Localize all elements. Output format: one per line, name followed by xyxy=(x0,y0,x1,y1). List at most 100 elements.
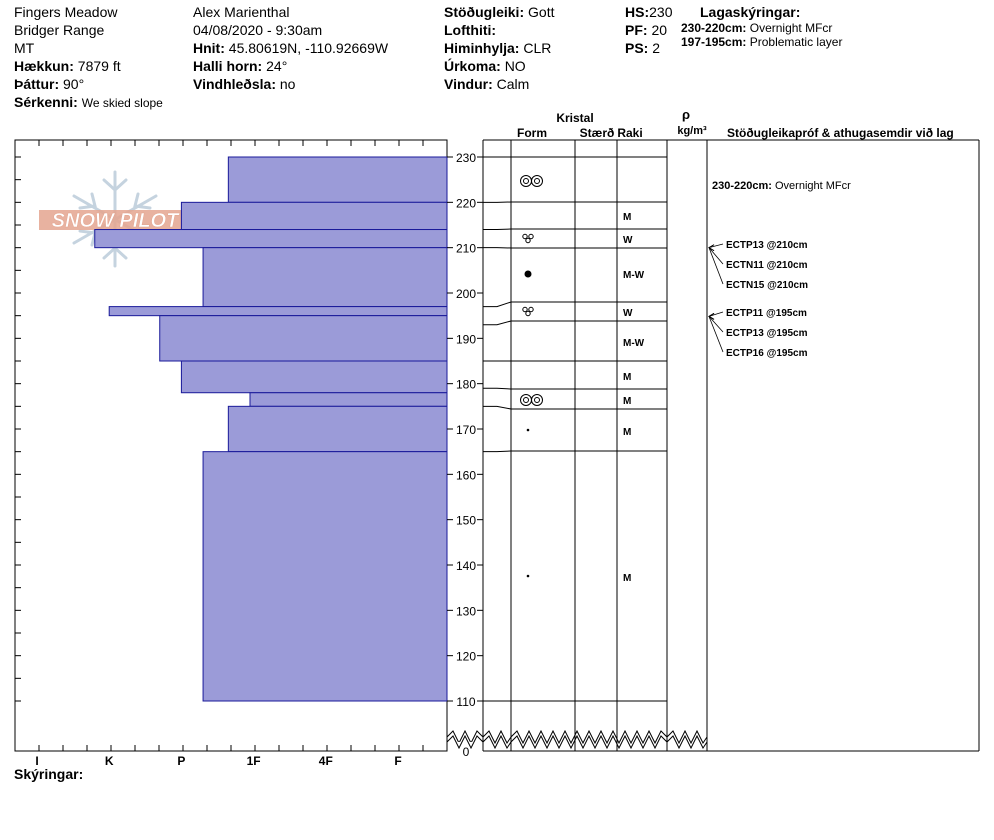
depth-tick-label: 0 xyxy=(463,745,470,759)
melt-cluster-icon xyxy=(522,233,534,244)
grain-layer-connector xyxy=(483,301,512,308)
hardness-bar xyxy=(180,201,448,231)
grain-layer-connector xyxy=(483,387,512,390)
hs-label: HS: xyxy=(625,4,650,20)
stability-test-label: ECTN15 @210cm xyxy=(726,280,808,291)
rounded-grain-icon xyxy=(526,574,530,578)
moisture-label: M xyxy=(623,396,631,407)
crystal-header: Kristal xyxy=(556,111,593,125)
location-name: Fingers Meadow xyxy=(14,4,118,20)
hs-value: 230 xyxy=(649,4,673,20)
depth-tick-label: 130 xyxy=(456,604,476,618)
test-arrow-icon xyxy=(708,244,715,252)
slope-label: Halli horn: xyxy=(193,58,263,74)
test-leader-line xyxy=(708,316,724,333)
elevation-value: 7879 ft xyxy=(77,58,121,74)
moisture-label: M xyxy=(623,372,631,383)
test-leader-line xyxy=(708,243,724,249)
moisture-label: M xyxy=(623,573,631,584)
moisture-label: W xyxy=(623,235,633,246)
footer-notes-label: Skýringar: xyxy=(14,766,84,782)
rounded-grain-icon xyxy=(526,428,530,432)
sky-value: CLR xyxy=(523,40,552,56)
tests-header: Stöðugleikapróf & athugasemdir við lag xyxy=(727,126,954,140)
form-header: Form xyxy=(517,126,547,140)
hardness-tick-label: P xyxy=(177,754,185,768)
grain-table xyxy=(482,139,980,752)
air-temp-label: Lofthiti: xyxy=(444,22,497,38)
depth-tick-label: 110 xyxy=(456,695,475,709)
hardness-bar xyxy=(227,156,448,203)
logo-text: SNOW PILOT xyxy=(52,210,180,232)
pf-value: 20 xyxy=(651,22,668,38)
moisture-header: Raki xyxy=(617,126,642,140)
ps-value: 2 xyxy=(652,40,661,56)
test-leader-line xyxy=(708,316,724,353)
layer-note: 197-195cm: Problematic layer xyxy=(681,35,842,49)
depth-tick-label: 160 xyxy=(456,468,476,482)
stability-test-label: ECTP11 @195cm xyxy=(726,308,807,319)
hardness-bar xyxy=(94,229,448,249)
melt-cluster-icon xyxy=(522,306,534,317)
depth-tick-label: 200 xyxy=(456,287,476,301)
hardness-tick-label: 1F xyxy=(247,754,261,768)
snowpack-summary: HS:230 PF: 20 PS: 2 xyxy=(625,3,672,57)
hardness-tick-label: K xyxy=(105,754,114,768)
layer-note-text: Problematic layer xyxy=(749,35,843,49)
layer-note-range: 230-220cm: xyxy=(681,21,747,35)
wind-value: Calm xyxy=(496,76,530,92)
grain-layer-connector xyxy=(483,450,512,453)
depth-tick-label: 190 xyxy=(456,332,476,346)
hardness-bar xyxy=(202,451,448,702)
precip-value: NO xyxy=(504,58,526,74)
test-arrow-icon xyxy=(708,313,715,320)
layer-notes-title: Lagaskýringar: xyxy=(700,4,801,20)
test-leader-line xyxy=(708,311,724,317)
melt-freeze-icon xyxy=(520,394,543,406)
test-leader-line xyxy=(708,247,724,265)
state-name: MT xyxy=(14,40,35,56)
stability-label: Stöðugleiki: xyxy=(444,4,525,20)
stability-value: Gott xyxy=(528,4,555,20)
pf-label: PF: xyxy=(625,22,648,38)
range-name: Bridger Range xyxy=(14,22,105,38)
hardness-bar xyxy=(249,392,448,407)
slope-value: 24° xyxy=(266,58,288,74)
observer-name: Alex Marienthal xyxy=(193,4,290,20)
aspect-label: Þáttur: xyxy=(14,76,60,92)
density-unit-header: kg/m³ xyxy=(677,125,707,137)
coords-label: Hnit: xyxy=(193,40,225,56)
hardness-bar xyxy=(108,306,448,317)
snowpilot-logo: SNOW PILOT xyxy=(39,170,191,268)
coords-value: 45.80619N, -110.92669W xyxy=(228,40,389,56)
moisture-label: M xyxy=(623,427,631,438)
observation-datetime: 04/08/2020 - 9:30am xyxy=(193,22,323,38)
grain-layer-connector xyxy=(483,320,512,326)
grain-layer-connector xyxy=(483,405,512,410)
depth-tick-label: 170 xyxy=(456,423,476,437)
test-leader-line xyxy=(708,247,724,285)
rho-header: ρ xyxy=(682,107,690,122)
hardness-bar xyxy=(159,315,448,362)
layer-comment: 230-220cm: Overnight MFcr xyxy=(712,180,851,192)
depth-tick-label: 220 xyxy=(456,196,476,210)
moisture-label: M-W xyxy=(623,270,645,281)
hardness-tick-label: F xyxy=(394,754,401,768)
hardness-tick-label: I xyxy=(35,754,38,768)
hardness-bar xyxy=(202,247,448,308)
weather-info: Stöðugleiki: Gott Lofthiti: Himinhylja: … xyxy=(444,3,554,93)
depth-tick-label: 210 xyxy=(456,242,476,256)
stability-test-label: ECTP13 @195cm xyxy=(726,328,808,339)
precip-label: Úrkoma: xyxy=(444,58,501,74)
depth-tick-label: 180 xyxy=(456,378,476,392)
hardness-tick-label: 4F xyxy=(319,754,333,768)
specifics-label: Sérkenni: xyxy=(14,94,78,110)
rounded-grain-icon xyxy=(524,270,532,278)
depth-tick-label: 150 xyxy=(456,514,476,528)
layer-comment-range: 230-220cm: xyxy=(712,180,775,192)
axis-break xyxy=(446,729,708,750)
depth-tick-label: 230 xyxy=(456,151,476,165)
stability-test-label: ECTP16 @195cm xyxy=(726,348,808,359)
sky-label: Himinhylja: xyxy=(444,40,520,56)
